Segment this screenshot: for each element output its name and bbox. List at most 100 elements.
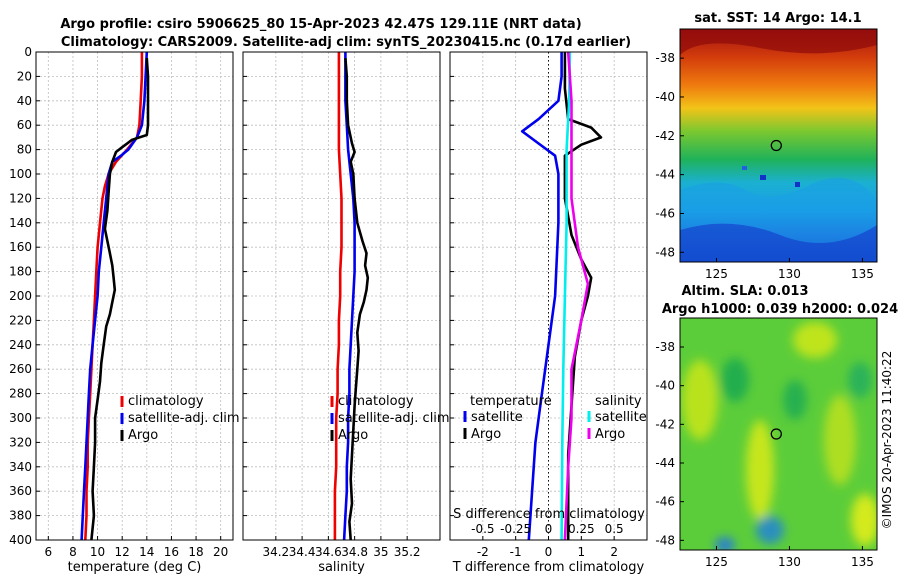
- legend-climatology-label: climatology: [128, 394, 204, 409]
- copyright-label: ©IMOS 20-Apr-2023 11:40:22: [880, 351, 894, 530]
- x-tick-label: 2: [610, 545, 618, 559]
- series-line-sal_argo: [563, 51, 590, 541]
- legend-temperature-title: temperature: [470, 394, 552, 409]
- sst-map-axes: 125 130 135 -38 -40 -42 -44 -46 -48: [655, 51, 873, 281]
- sla-high: [746, 420, 774, 520]
- x-tick-label: 0: [545, 545, 553, 559]
- map-x-tick-label: 130: [778, 267, 801, 281]
- x-axis-label: temperature (deg C): [68, 560, 202, 575]
- x-tick-label: 16: [164, 545, 179, 559]
- depth-tick-label: 220: [9, 313, 32, 327]
- figure-title-line1: Argo profile: csiro 5906625_80 15-Apr-20…: [60, 17, 581, 32]
- depth-tick-label: 400: [9, 533, 32, 547]
- sst-speckle: [795, 182, 800, 187]
- series-line-satellite: [520, 52, 563, 541]
- x-tick-label: 14: [139, 545, 154, 559]
- series-line-argo: [344, 58, 370, 541]
- map-y-tick-label: -48: [655, 533, 675, 547]
- sst-speckle: [742, 166, 747, 170]
- map-x-tick-label: 130: [778, 555, 801, 569]
- sla-low: [756, 516, 784, 544]
- argo-location-marker: [770, 428, 782, 440]
- sst-map-frame: [679, 28, 878, 263]
- legend-sal-satellite-label: satellite: [595, 410, 647, 425]
- difference-panel: -2 -1 0 1 2T difference from climatology: [449, 51, 648, 575]
- salinity-difference-tick-label: 0.25: [568, 522, 595, 536]
- salinity-difference-tick-label: -0.25: [500, 522, 531, 536]
- map-y-tick-label: -38: [655, 340, 675, 354]
- x-tick-label: 34.4: [289, 545, 316, 559]
- salinity-panel: 34.2 34.4 34.6 34.8 35 35.2 salinity: [242, 51, 441, 575]
- depth-tick-label: 0: [24, 45, 32, 59]
- map-y-tick-label: -38: [655, 51, 675, 65]
- sla-low: [721, 358, 749, 402]
- depth-tick-label: 140: [9, 216, 32, 230]
- map-y-tick-label: -44: [655, 456, 675, 470]
- salinity-difference-tick-label: 0.5: [605, 522, 624, 536]
- series-line-climatology: [333, 52, 343, 540]
- x-tick-label: 35.2: [394, 545, 421, 559]
- x-tick-label: 20: [213, 545, 228, 559]
- map-y-tick-label: -40: [655, 90, 675, 104]
- x-tick-label: 18: [188, 545, 203, 559]
- sla-map: 125 130 135 -38 -40 -42 -44 -46 -48: [655, 317, 878, 569]
- x-axis-label: T difference from climatology: [452, 560, 645, 575]
- sla-low: [848, 362, 872, 398]
- map-y-tick-label: -40: [655, 379, 675, 393]
- series-line-argo: [90, 58, 150, 541]
- depth-tick-label: 160: [9, 240, 32, 254]
- sla-map-title-line2: Argo h1000: 0.039 h2000: 0.024: [662, 302, 898, 317]
- depth-tick-label: 360: [9, 484, 32, 498]
- x-tick-label: 35: [373, 545, 388, 559]
- sla-high: [793, 322, 837, 358]
- legend-temp-argo-label: Argo: [471, 427, 501, 442]
- figure-title-line2: Climatology: CARS2009. Satellite-adj cli…: [61, 35, 631, 50]
- x-tick-label: 34.8: [341, 545, 368, 559]
- salinity-difference-tick-label: -0.5: [471, 522, 494, 536]
- x-tick-label: 8: [69, 545, 77, 559]
- depth-tick-label: 40: [17, 94, 32, 108]
- x-tick-label: 34.6: [315, 545, 342, 559]
- legend-argo-label: Argo: [128, 428, 158, 443]
- sla-high: [824, 395, 856, 485]
- x-tick-label: -2: [477, 545, 489, 559]
- depth-tick-label: 100: [9, 167, 32, 181]
- depth-tick-label: 240: [9, 338, 32, 352]
- legend-salinity-title: salinity: [595, 394, 642, 409]
- salinity-difference-ticks: -0.5 -0.25 0 0.25 0.5: [471, 522, 624, 536]
- depth-tick-label: 80: [17, 143, 32, 157]
- sst-deep-cold: [680, 223, 877, 262]
- x-tick-label: 1: [578, 545, 586, 559]
- depth-tick-label: 320: [9, 435, 32, 449]
- argo-location-marker: [770, 139, 782, 152]
- legend-satellite-label: satellite-adj. clim: [338, 411, 450, 426]
- salinity-difference-tick-label: 0: [545, 522, 553, 536]
- map-x-tick-label: 125: [705, 555, 728, 569]
- series-line-satellite: [80, 51, 149, 541]
- series-line-satellite: [342, 52, 356, 541]
- x-tick-label: 12: [115, 545, 130, 559]
- sla-map-axes: 125 130 135 -38 -40 -42 -44 -46 -48: [655, 340, 873, 569]
- sla-map-title-line1: Altim. SLA: 0.013: [682, 284, 809, 299]
- depth-tick-label: 380: [9, 509, 32, 523]
- map-y-tick-label: -46: [655, 206, 675, 220]
- map-y-tick-label: -46: [655, 495, 675, 509]
- depth-tick-label: 200: [9, 289, 32, 303]
- salinity-legend: climatology satellite-adj. clim Argo: [330, 394, 450, 443]
- depth-tick-label: 260: [9, 362, 32, 376]
- depth-tick-label: 300: [9, 411, 32, 425]
- x-tick-label: -1: [510, 545, 522, 559]
- depth-tick-label: 280: [9, 387, 32, 401]
- legend-climatology-label: climatology: [338, 394, 414, 409]
- depth-tick-label: 340: [9, 460, 32, 474]
- x-tick-label: 34.2: [262, 545, 289, 559]
- difference-legend-temperature: temperature satellite Argo: [463, 394, 552, 442]
- sla-high: [682, 360, 718, 440]
- map-y-tick-label: -44: [655, 168, 675, 182]
- series-line-sal_satellite: [560, 51, 572, 541]
- depth-tick-label: 180: [9, 265, 32, 279]
- temperature-panel: 6 8 10 12 14 16 18 2002040608010012014016018020…: [9, 45, 234, 575]
- map-x-tick-label: 135: [851, 555, 874, 569]
- sla-low: [715, 537, 735, 550]
